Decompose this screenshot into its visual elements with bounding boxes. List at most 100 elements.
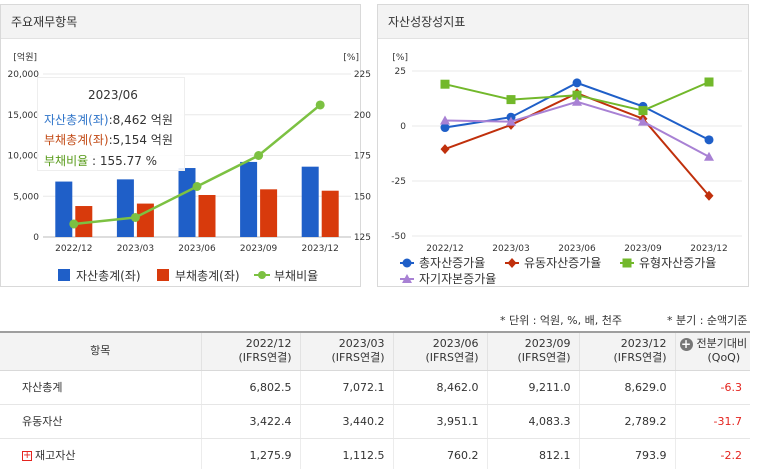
tooltip-date: 2023/06: [88, 88, 138, 102]
x-tick-label: 2023/12: [690, 244, 727, 254]
line-point: [638, 116, 648, 126]
financial-items-panel: 주요재무항목 [억원] [%] 20,000 15,000 10,000 5,000 0 22…: [0, 4, 372, 287]
line-point: [440, 115, 450, 125]
x-tick-label: 2023/03: [492, 244, 529, 254]
qoq-column-header: + 전분기대비 (QoQ): [675, 332, 750, 371]
asset-growth-panel: 자산성장성지표 [%] 25 0 -25 -50 2022/12 2023/03 2023/0…: [377, 4, 749, 287]
right-tick-label: 150: [354, 192, 371, 202]
legend-marker: [402, 274, 412, 283]
left-tick-label: 0: [33, 233, 39, 243]
line-point: [704, 190, 714, 201]
tooltip-row-liabilities: 부채총계(좌):5,154 억원: [44, 131, 173, 148]
quarter-note: * 분기 : 순액기준: [667, 314, 748, 327]
legend-label: 자기자본증가율: [419, 272, 496, 286]
tooltip-label: 자산총계(좌): [44, 113, 109, 127]
line-point: [440, 144, 450, 155]
line-point: [704, 135, 714, 145]
tooltip-row-assets: 자산총계(좌):8,462 억원: [44, 111, 173, 128]
legend-swatch: [58, 269, 70, 281]
legend-label: 유동자산증가율: [524, 256, 601, 270]
line-point: [506, 116, 516, 126]
chart-tooltip: 2023/06 자산총계(좌):8,462 억원 부채총계(좌):5,154 억…: [37, 77, 185, 171]
tooltip-value: :5,154 억원: [108, 133, 173, 147]
column-header: 2023/09 (IFRS연결): [487, 332, 580, 371]
legend-label: 자산총계(좌): [76, 269, 141, 283]
column-header: 2023/12 (IFRS연결): [579, 332, 676, 371]
tooltip-label: 부채비율: [44, 154, 89, 168]
line-point: [572, 96, 582, 106]
column-header: 2023/06 (IFRS연결): [393, 332, 488, 371]
table-cell: 1,275.9: [201, 438, 301, 469]
bar: [301, 166, 319, 237]
bar: [136, 203, 154, 237]
line-point: [506, 95, 516, 105]
right-tick-label: 125: [354, 233, 371, 243]
left-tick-label: 5,000: [13, 192, 39, 202]
table-cell: 8,462.0: [393, 370, 488, 405]
legend-label: 부채비율: [274, 269, 318, 283]
legend-label: 부채총계(좌): [175, 269, 240, 283]
legend-marker: [507, 258, 517, 268]
bar: [75, 206, 93, 237]
line-point: [440, 79, 450, 89]
table-cell: 4,083.3: [487, 404, 580, 439]
asset-growth-chart: [%] 25 0 -25 -50 2022/12 2023/03 2023/06 2023/09…: [391, 53, 742, 286]
financial-table: 항목 2022/12 (IFRS연결) 2023/03 (IFRS연결) 2023/…: [0, 331, 750, 469]
legend-label: 유형자산증가율: [639, 256, 716, 270]
table-cell: 3,440.2: [300, 404, 394, 439]
right-tick-label: 175: [354, 152, 371, 162]
table-cell: 2,789.2: [579, 404, 676, 439]
table-cell: 8,629.0: [579, 370, 676, 405]
table-cell: 6,802.5: [201, 370, 301, 405]
y-tick-label: -50: [391, 232, 406, 242]
column-header: 2023/03 (IFRS연결): [300, 332, 394, 371]
table-row: + 재고자산 1,275.9 1,112.5 760.2 812.1 793.9 …: [0, 438, 750, 469]
expand-icon[interactable]: +: [22, 450, 32, 461]
bar: [240, 161, 258, 237]
left-tick-label: 10,000: [8, 152, 40, 162]
x-tick-label: 2023/03: [117, 244, 154, 254]
unit-note: * 단위 : 억원, %, 배, 천주: [500, 314, 622, 327]
left-axis-unit: [억원]: [13, 51, 37, 63]
table-cell: 3,422.4: [201, 404, 301, 439]
line-point: [440, 123, 450, 133]
qoq-cell: -31.7: [675, 404, 750, 439]
table-cell: 3,951.1: [393, 404, 488, 439]
left-tick-label: 15,000: [8, 111, 40, 121]
bar: [178, 168, 196, 237]
tooltip-row-debt-ratio: 부채비율 : 155.77 %: [44, 152, 157, 169]
legend-swatch: [157, 269, 169, 281]
row-label-expandable[interactable]: + 재고자산: [0, 438, 202, 469]
line-point: [704, 77, 714, 87]
financial-items-title: 주요재무항목: [1, 5, 360, 39]
line-point: [704, 151, 714, 161]
line-point: [638, 106, 648, 116]
left-tick-label: 20,000: [8, 70, 40, 80]
financial-items-chart: [억원] [%] 20,000 15,000 10,000 5,000 0 225 200 175…: [8, 51, 372, 283]
line-point: [572, 78, 582, 88]
line-point: [572, 90, 582, 100]
line-point: [192, 181, 202, 191]
table-cell: 7,072.1: [300, 370, 394, 405]
table-cell: 9,211.0: [487, 370, 580, 405]
right-axis-unit: [%]: [343, 53, 359, 63]
table-cell: 760.2: [393, 438, 488, 469]
x-tick-label: 2022/12: [426, 244, 463, 254]
add-period-icon[interactable]: +: [679, 336, 693, 351]
bar: [321, 190, 339, 237]
line-point: [315, 100, 325, 110]
x-tick-label: 2023/12: [302, 244, 339, 254]
x-tick-label: 2022/12: [55, 244, 92, 254]
right-tick-label: 200: [354, 111, 371, 121]
table-cell: 793.9: [579, 438, 676, 469]
qoq-cell: -2.2: [675, 438, 750, 469]
column-header: 항목: [0, 332, 202, 371]
table-row: 자산총계 6,802.5 7,072.1 8,462.0 9,211.0 8,6…: [0, 370, 750, 405]
table-row: 유동자산 3,422.4 3,440.2 3,951.1 4,083.3 2,7…: [0, 404, 750, 439]
row-label: 자산총계: [0, 370, 202, 405]
y-tick-label: -25: [391, 177, 406, 187]
bar: [55, 181, 73, 237]
line-point: [254, 151, 264, 160]
x-tick-label: 2023/06: [558, 244, 596, 254]
x-tick-label: 2023/06: [178, 244, 216, 254]
